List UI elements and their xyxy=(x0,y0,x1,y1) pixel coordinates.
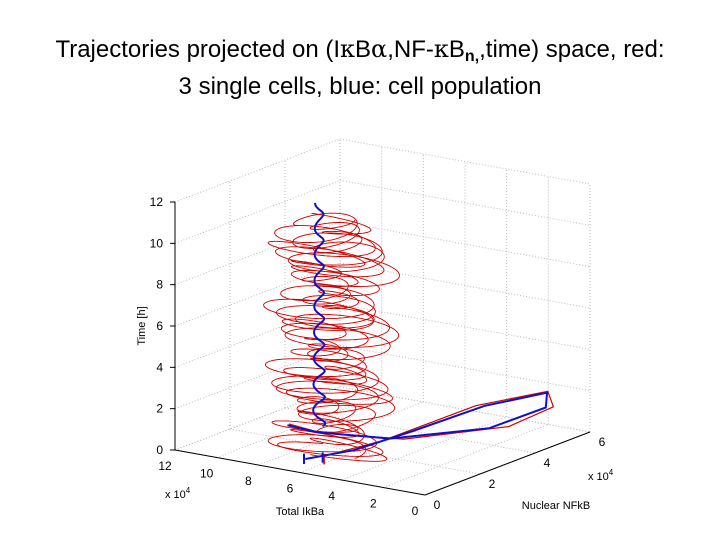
grid-line xyxy=(339,138,591,185)
nfkb-tick-label: 4 xyxy=(544,456,551,470)
grid-line xyxy=(339,386,591,433)
grid-line xyxy=(383,424,549,488)
grid-line xyxy=(174,303,341,368)
nfkb-tick-label: 2 xyxy=(489,477,496,491)
grid-line xyxy=(339,303,591,350)
ikba-tick-label: 4 xyxy=(328,489,335,503)
nfkb-tick-label: 6 xyxy=(599,435,606,449)
time-tick-label: 6 xyxy=(156,319,163,333)
grid-line xyxy=(174,138,341,203)
population-base-loop xyxy=(287,391,549,460)
single-cell-trajectory xyxy=(284,212,400,462)
grid-line xyxy=(216,394,382,458)
time-axis-label: Time [h] xyxy=(136,306,148,345)
ikba-axis-line xyxy=(174,449,426,496)
grid-line xyxy=(174,221,341,286)
grid-line xyxy=(174,179,341,244)
chart-title: Trajectories projected on (IκBα,NF-κBn,,… xyxy=(0,34,720,102)
time-tick-label: 2 xyxy=(156,402,163,416)
trajectory-series xyxy=(263,202,555,465)
ikba-axis-label: Total IkBa xyxy=(276,506,325,518)
ikba-tick-label: 2 xyxy=(370,497,377,511)
ikba-tick-label: 10 xyxy=(200,467,214,481)
nfkb-axis-line xyxy=(424,431,591,496)
axis-labels: 0 2 4 6 8 10 12 12 10 8 6 4 2 0 0 2 4 6 Time [h] Total IkBa… xyxy=(136,195,614,518)
ikba-tick-label: 6 xyxy=(287,482,294,496)
ikba-tick-label: 0 xyxy=(412,504,419,518)
grid-line xyxy=(174,262,341,327)
grid-line xyxy=(339,179,591,226)
single-cell-trajectory xyxy=(263,212,380,460)
time-tick-label: 12 xyxy=(150,195,164,209)
grid-line xyxy=(258,401,424,466)
time-tick-label: 4 xyxy=(156,360,163,374)
grid-line xyxy=(174,386,341,451)
nfkb-exponent: x 104 xyxy=(588,468,614,483)
axes-box xyxy=(170,201,591,496)
grid-line xyxy=(341,416,507,481)
nfkb-axis-label: Nuclear NFkB xyxy=(522,500,590,512)
title-line-2: 3 single cells, blue: cell population xyxy=(178,73,542,100)
title-line-1: Trajectories projected on (IκBα,NF-κBn,,… xyxy=(55,35,665,65)
time-tick-label: 0 xyxy=(156,443,163,457)
ikba-tick-label: 8 xyxy=(245,474,252,488)
grid-line xyxy=(229,428,481,475)
time-tick-label: 8 xyxy=(156,278,163,292)
nfkb-tick-label: 0 xyxy=(434,498,441,512)
time-tick-label: 10 xyxy=(150,236,164,250)
ikba-tick-label: 12 xyxy=(158,459,172,473)
ikba-exponent: x 104 xyxy=(165,486,191,501)
population-trajectory xyxy=(312,202,327,427)
